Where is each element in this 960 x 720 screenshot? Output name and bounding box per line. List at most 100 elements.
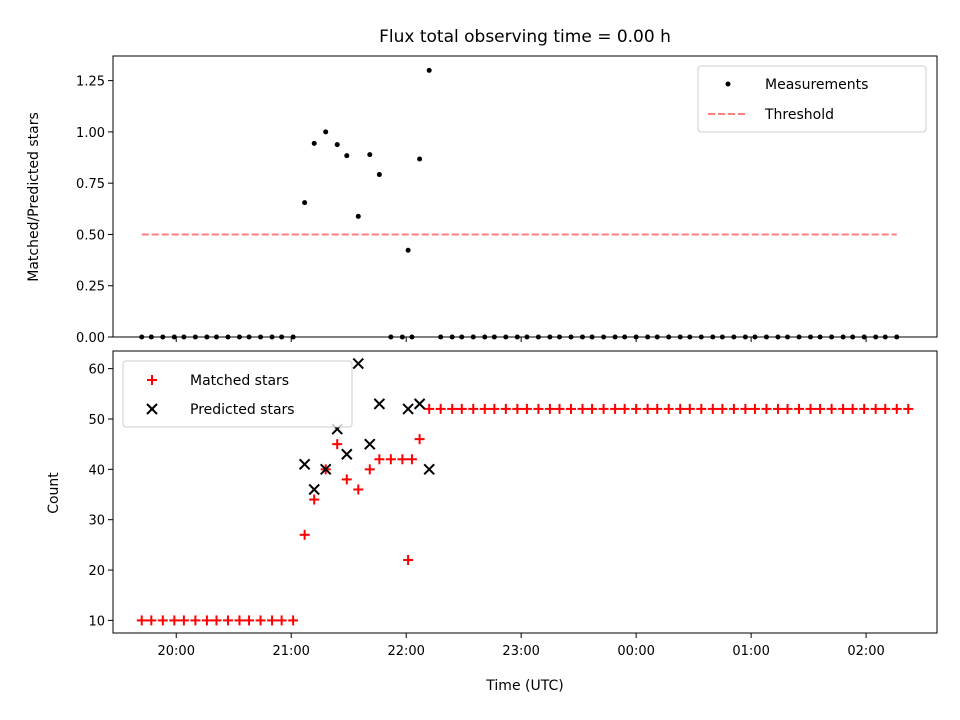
matched-star-point xyxy=(234,615,245,626)
matched-star-point xyxy=(190,615,201,626)
measurement-point xyxy=(181,334,187,340)
measurement-point xyxy=(323,129,329,135)
measurement-point xyxy=(148,334,154,340)
matched-star-point xyxy=(397,454,408,465)
measurement-point xyxy=(547,334,553,340)
legend-matched-marker xyxy=(147,375,157,385)
bottom-y-tick-label: 40 xyxy=(88,463,105,478)
measurement-point xyxy=(568,334,574,340)
legend-threshold-label: Threshold xyxy=(764,107,834,123)
measurement-point xyxy=(344,153,350,159)
measurement-point xyxy=(698,334,704,340)
measurement-point xyxy=(213,334,219,340)
measurement-point xyxy=(829,334,835,340)
matched-star-point xyxy=(435,403,446,414)
matched-star-point xyxy=(406,454,417,465)
measurement-point xyxy=(405,247,411,253)
matched-star-point xyxy=(309,494,320,505)
matched-star-point xyxy=(500,403,511,414)
measurement-point xyxy=(192,334,198,340)
x-tick-label: 02:00 xyxy=(847,644,884,659)
measurement-point xyxy=(840,334,846,340)
matched-star-point xyxy=(276,615,287,626)
measurement-point xyxy=(160,334,166,340)
matched-star-point xyxy=(891,403,902,414)
matched-star-point xyxy=(740,403,751,414)
legend-top: Measurements Threshold xyxy=(697,65,927,133)
x-tick-label: 22:00 xyxy=(387,644,424,659)
measurement-point xyxy=(633,334,639,340)
chart-title: Flux total observing time = 0.00 h xyxy=(379,27,671,47)
matched-star-point xyxy=(414,434,425,445)
matched-star-point xyxy=(136,615,147,626)
measurement-point xyxy=(302,200,308,206)
legend-measurements-label: Measurements xyxy=(765,77,868,93)
top-y-tick-label: 0.00 xyxy=(76,331,105,346)
matched-star-point xyxy=(374,454,385,465)
legend-measurements-marker xyxy=(725,81,731,87)
measurement-point xyxy=(731,334,737,340)
matched-star-point xyxy=(288,615,299,626)
matched-star-point xyxy=(663,403,674,414)
matched-star-point xyxy=(598,403,609,414)
matched-star-point xyxy=(447,403,458,414)
matched-star-point xyxy=(299,529,310,540)
matched-star-point xyxy=(479,403,490,414)
matched-star-point xyxy=(847,403,858,414)
matched-star-point xyxy=(642,403,653,414)
matched-star-point xyxy=(533,403,544,414)
measurement-point xyxy=(225,334,231,340)
bottom-y-tick-label: 50 xyxy=(88,413,105,428)
measurement-point xyxy=(817,334,823,340)
measurement-point xyxy=(311,140,317,146)
matched-star-point xyxy=(859,403,870,414)
measurement-point xyxy=(645,334,651,340)
matched-star-point xyxy=(717,403,728,414)
measurement-point xyxy=(710,334,716,340)
measurement-point xyxy=(742,334,748,340)
matched-star-point xyxy=(521,403,532,414)
matched-star-point xyxy=(341,474,352,485)
measurement-point xyxy=(514,334,520,340)
x-tick-label: 00:00 xyxy=(617,644,654,659)
measurement-point xyxy=(654,334,660,340)
measurement-point xyxy=(796,334,802,340)
matched-star-point xyxy=(838,403,849,414)
legend-matched-label: Matched stars xyxy=(190,373,289,389)
bottom-y-tick-label: 60 xyxy=(88,363,105,378)
top-y-tick-label: 1.25 xyxy=(76,75,105,90)
measurement-point xyxy=(482,334,488,340)
bottom-y-tick-label: 10 xyxy=(88,614,105,629)
matched-star-point xyxy=(782,403,793,414)
matched-star-point xyxy=(222,615,233,626)
measurement-point xyxy=(417,156,423,162)
matched-star-point xyxy=(707,403,718,414)
matched-star-point xyxy=(178,615,189,626)
matched-star-point xyxy=(794,403,805,414)
predicted-star-point xyxy=(402,403,414,415)
matched-star-point xyxy=(675,403,686,414)
matched-star-point xyxy=(728,403,739,414)
measurement-point xyxy=(246,334,252,340)
x-tick-label: 20:00 xyxy=(158,644,195,659)
measurement-point xyxy=(601,334,607,340)
legend-predicted-label: Predicted stars xyxy=(190,402,295,418)
measurement-point xyxy=(449,334,455,340)
matched-star-point xyxy=(456,403,467,414)
matched-star-point xyxy=(353,484,364,495)
matched-star-point xyxy=(554,403,565,414)
measurement-point xyxy=(355,213,361,219)
measurement-point xyxy=(579,334,585,340)
legend-bottom: Matched stars Predicted stars xyxy=(122,360,353,428)
bottom-axes-frame xyxy=(112,350,938,634)
matched-star-point xyxy=(696,403,707,414)
measurement-point xyxy=(808,334,814,340)
matched-star-point xyxy=(201,615,212,626)
measurement-point xyxy=(409,334,415,340)
bottom-panel: 10 20 30 40 50 60 20:00 21:00 22:00 23:00 00:00 01:… xyxy=(88,350,938,659)
matched-star-point xyxy=(619,403,630,414)
predicted-star-point xyxy=(308,483,320,496)
matched-star-point xyxy=(565,403,576,414)
matched-star-point xyxy=(826,403,837,414)
